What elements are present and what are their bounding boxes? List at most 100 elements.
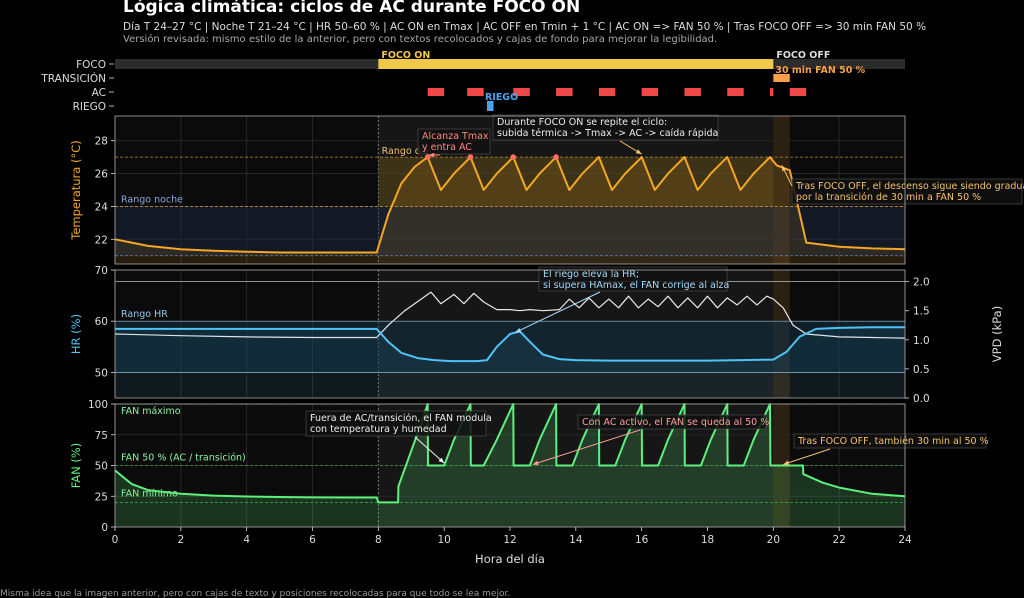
timeline-row-label: RIEGO [73, 101, 106, 113]
annotation-cycle-line: subida térmica -> Tmax -> AC -> caída rá… [497, 128, 718, 139]
ac-bar [598, 88, 616, 96]
timeline-row-label: TRANSICIÓN [40, 72, 106, 85]
ac-bar [789, 88, 807, 96]
night-range-label: Rango noche [121, 194, 183, 205]
fan-reference-label: FAN 50 % (AC / transición) [121, 453, 246, 464]
x-tick-label: 20 [767, 534, 780, 546]
ac-bar [513, 88, 530, 96]
annotation-fan-modula-box [305, 410, 487, 437]
annotation-riego-line: El riego eleva la HR; [543, 269, 639, 280]
x-tick-label: 2 [177, 534, 184, 546]
ac-bar [770, 88, 774, 96]
vpd-axis-label: VPD (kPa) [990, 306, 1004, 362]
timeline-row-label: AC [92, 87, 106, 99]
x-tick-label: 4 [243, 534, 250, 546]
annotation-fan-ac-arrow-head [532, 460, 539, 466]
x-tick-label: 16 [635, 534, 649, 546]
figure-footer: Misma idea que la imagen anterior, pero … [0, 589, 510, 598]
annotation-cycle-line: Durante FOCO ON se repite el ciclo: [497, 117, 667, 128]
humidity-vpd-panel: 50 60 70 0.0 0.5 1.0 1.5 2.0 Rango HR HR (%) VPD (… [69, 265, 1004, 405]
hr-y-tick-label: 50 [95, 367, 108, 379]
hr-y-tick-label: 60 [95, 316, 108, 328]
annotation-foco-off-line: Tras FOCO OFF, el descenso sigue siendo … [795, 181, 1024, 192]
x-tick-label: 22 [832, 534, 845, 546]
ac-bar [467, 88, 484, 96]
x-tick-label: 0 [112, 534, 119, 546]
annotation-fan-modula: Fuera de AC/transición, el FAN modula con… [310, 413, 492, 435]
ac-bar [684, 88, 701, 96]
annotation-fan-ac-box [577, 414, 767, 430]
foco-on-label: FOCO ON [381, 50, 430, 61]
x-axis-label: Hora del día [475, 552, 545, 566]
ac-bar [727, 88, 744, 96]
x-tick-label: 6 [309, 534, 316, 546]
tmax-point [424, 154, 431, 160]
tmax-point [510, 154, 517, 160]
annotation-fan-modula-line: con temperatura y humedad [310, 424, 447, 435]
foco-on-bar [378, 59, 774, 69]
annotation-cycle-box [492, 114, 719, 141]
annotation-fan-transicion-line: Tras FOCO OFF, también 30 min al 50 % [797, 436, 989, 447]
annotation-fan-modula-line: Fuera de AC/transición, el FAN modula [310, 413, 492, 424]
temp-border [114, 115, 906, 265]
figure-title: Lógica climática: ciclos de AC durante F… [123, 0, 580, 17]
annotation-fan-transicion-arrow [783, 448, 831, 465]
fan-y-tick-label: 25 [95, 491, 108, 503]
annotation-cycle-arrow-head [635, 149, 642, 155]
temperature-fill [115, 157, 905, 264]
annotation-fan-transicion-box [793, 433, 987, 449]
annotation-tmax-line: y entra AC [422, 142, 472, 153]
night-range-band [115, 206, 905, 256]
hr-y-tick-label: 70 [95, 265, 108, 277]
vpd-tick-label: 1.5 [913, 306, 930, 318]
transition-bar [773, 74, 790, 82]
fan-fill [115, 404, 905, 527]
fan-y-tick-label: 75 [95, 430, 108, 442]
x-tick-label: 18 [701, 534, 714, 546]
temperature-axis-label: Temperatura (°C) [69, 140, 83, 240]
annotation-foco-off-arrow-head [781, 165, 787, 172]
temp-transition-region [773, 116, 790, 264]
annotation-fan-modula-arrow [414, 436, 445, 464]
fan-line [114, 403, 906, 504]
hr-range-label: Rango HR [121, 309, 168, 320]
annotation-riego-arrow [515, 291, 601, 333]
vpd-tick-label: 0.0 [913, 393, 930, 405]
vpd-tick-label: 2.0 [913, 277, 930, 289]
hr-line [115, 326, 905, 363]
fan-y-tick-label: 100 [88, 399, 108, 411]
vpd-tick-label: 1.0 [913, 335, 930, 347]
temp-y-tick-label: 26 [95, 169, 109, 181]
x-tick-label: 14 [569, 534, 583, 546]
annotation-cycle: Durante FOCO ON se repite el ciclo: subid… [497, 117, 718, 139]
vpd-tick-label: 0.5 [913, 364, 930, 376]
x-tick-label: 10 [437, 534, 450, 546]
temperature-panel: 22 24 26 28 Rango día Rango noche Temperatura … [69, 114, 1024, 265]
annotation-riego-line: si supera HAmax, el FAN corrige al alza [543, 280, 729, 291]
hr-border [114, 269, 906, 399]
annotation-tmax: Alcanza Tmax y entra AC [422, 131, 489, 153]
riego-label: RIEGO [485, 92, 518, 103]
ac-bar [556, 88, 573, 96]
day-range-label: Rango día [382, 146, 430, 157]
hr-fill [115, 327, 905, 398]
annotation-foco-off-box [791, 178, 1023, 205]
fan-reference-label: FAN máximo [121, 406, 181, 417]
ac-bar [641, 88, 659, 96]
x-tick-label: 12 [503, 534, 516, 546]
hr-axis-label: HR (%) [69, 314, 83, 354]
annotation-tmax-box [417, 128, 491, 155]
riego-bar [486, 101, 494, 111]
vpd-line [114, 291, 906, 339]
annotation-fan-ac-arrow [532, 429, 641, 465]
annotation-riego-box [538, 266, 728, 292]
annotation-fan-transicion-arrow-head [783, 460, 790, 465]
temp-y-tick-label: 28 [95, 136, 108, 148]
fan-axis-label: FAN (%) [69, 443, 83, 489]
foco-off-label: FOCO OFF [776, 50, 830, 61]
x-tick-label: 8 [375, 534, 382, 546]
annotation-fan-ac: Con AC activo, el FAN se queda al 50 % [582, 417, 769, 428]
